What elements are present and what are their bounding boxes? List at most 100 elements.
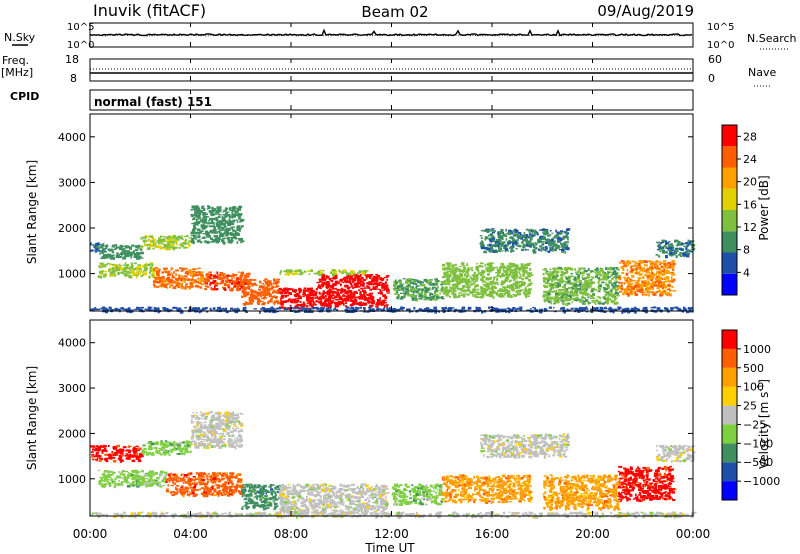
echo-pixel-9: [369, 277, 372, 279]
echo-pixel-12: [500, 266, 504, 269]
echo-pixel-14: [550, 285, 555, 289]
echo-pixel-12: [528, 279, 531, 282]
echo-pixel-13: [518, 244, 521, 248]
echo-pixel-12: [497, 272, 501, 275]
echo-pixel-9: [381, 284, 386, 287]
echo-pixel-13: [557, 240, 560, 242]
echo-pixel-12: [518, 273, 521, 275]
echo-pixel-5: [192, 270, 196, 273]
echo-pixel-17: [163, 309, 166, 312]
echo-pixel-9: [374, 285, 378, 288]
echo-pixel-9: [378, 278, 381, 280]
echo-pixel-15: [643, 264, 646, 267]
echo-pixel-16: [686, 252, 690, 256]
echo-pixel-9: [363, 279, 367, 282]
echo-pixel-13: [542, 236, 546, 239]
colorbar-tick-label-0: 4: [743, 266, 750, 279]
echo-pixel-6: [224, 289, 227, 291]
echo-pixel-7: [266, 289, 269, 292]
echo-pixel-7: [277, 289, 281, 292]
echo-pixel-9: [342, 281, 345, 284]
echo-pixel-14: [549, 288, 552, 290]
echo-pixel-3: [193, 217, 196, 219]
echo-pixel-1: [122, 252, 127, 255]
echo-pixel-12: [466, 283, 470, 285]
echo-pixel-4: [112, 264, 116, 266]
echo-pixel-4: [151, 270, 156, 273]
echo-pixel-7: [253, 279, 257, 281]
echo-pixel-17: [461, 306, 465, 309]
echo-pixel-15: [655, 278, 660, 281]
echo-pixel-17: [576, 308, 580, 311]
echo-pixel-1: [101, 256, 106, 259]
echo-pixel-12: [458, 270, 461, 273]
echo-pixel-12: [473, 294, 477, 296]
echo-pixel-12: [471, 290, 476, 294]
echo-pixel-11: [406, 293, 409, 297]
echo-pixel-13: [555, 235, 559, 238]
echo-pixel-8: [304, 293, 306, 296]
echo-pixel-14: [571, 287, 575, 290]
echo-pixel-3: [206, 222, 211, 225]
echo-pixel-3: [237, 212, 240, 216]
echo-pixel-14: [613, 288, 617, 290]
echo-pixel-6: [210, 286, 213, 290]
echo-pixel-17: [634, 310, 637, 314]
echo-pixel-5: [197, 285, 200, 287]
echo-pixel-3: [201, 237, 206, 239]
echo-pixel-17: [627, 308, 630, 310]
echo-pixel-6: [248, 287, 250, 290]
echo-pixel-4: [118, 263, 121, 266]
echo-pixel-12: [446, 271, 449, 274]
echo-pixel-15: [638, 271, 641, 275]
echo-pixel-15: [622, 269, 625, 271]
echo-pixel-17: [146, 309, 150, 312]
echo-pixel-7: [246, 278, 248, 280]
echo-pixel-15: [663, 265, 667, 267]
echo-pixel-17: [481, 310, 484, 314]
freq-tick-bottom: 8: [70, 72, 77, 85]
echo-pixel-15: [651, 261, 655, 264]
echo-pixel-14: [544, 267, 547, 270]
echo-pixel-11: [406, 280, 410, 283]
echo-pixel-13: [527, 229, 531, 232]
echo-pixel-14: [611, 274, 614, 277]
echo-pixel-10: [304, 270, 307, 273]
echo-pixel-14: [576, 297, 579, 300]
echo-pixel-13: [534, 247, 538, 250]
echo-pixel-3: [232, 220, 235, 223]
echo-pixel-14: [566, 291, 570, 294]
echo-pixel-12: [445, 262, 450, 264]
echo-pixel-12: [497, 274, 501, 277]
echo-pixel-11: [411, 289, 415, 293]
echo-pixel-13: [528, 235, 533, 239]
echo-pixel-14: [607, 276, 611, 278]
echo-pixel-17: [435, 308, 438, 311]
echo-pixel-13: [515, 229, 519, 233]
echo-pixel-15: [659, 263, 662, 266]
echo-pixel-11: [421, 283, 426, 287]
echo-pixel-13: [542, 246, 544, 248]
echo-pixel-14: [573, 299, 577, 301]
echo-pixel-9: [342, 290, 346, 292]
echo-pixel-1: [102, 248, 106, 251]
echo-pixel-13: [510, 247, 514, 250]
echo-pixel-12: [453, 283, 458, 287]
echo-pixel-14: [559, 267, 564, 271]
echo-pixel-3: [219, 221, 222, 225]
echo-pixel-16: [658, 243, 662, 247]
echo-pixel-4: [123, 264, 126, 267]
echo-pixel-17: [188, 307, 191, 310]
echo-pixel-8: [310, 302, 312, 304]
echo-pixel-2: [148, 244, 153, 247]
echo-pixel-17: [612, 311, 615, 314]
colorbar-swatch-7: [722, 125, 737, 147]
echo-pixel-15: [640, 273, 643, 275]
echo-pixel-14: [574, 278, 577, 281]
echo-pixel-5: [195, 268, 199, 270]
echo-pixel-12: [522, 268, 525, 270]
nsky-tick-bottom: 10^0: [67, 40, 94, 51]
echo-pixel-9: [358, 289, 361, 291]
echo-pixel-12: [504, 280, 509, 282]
echo-pixel-17: [685, 308, 688, 311]
